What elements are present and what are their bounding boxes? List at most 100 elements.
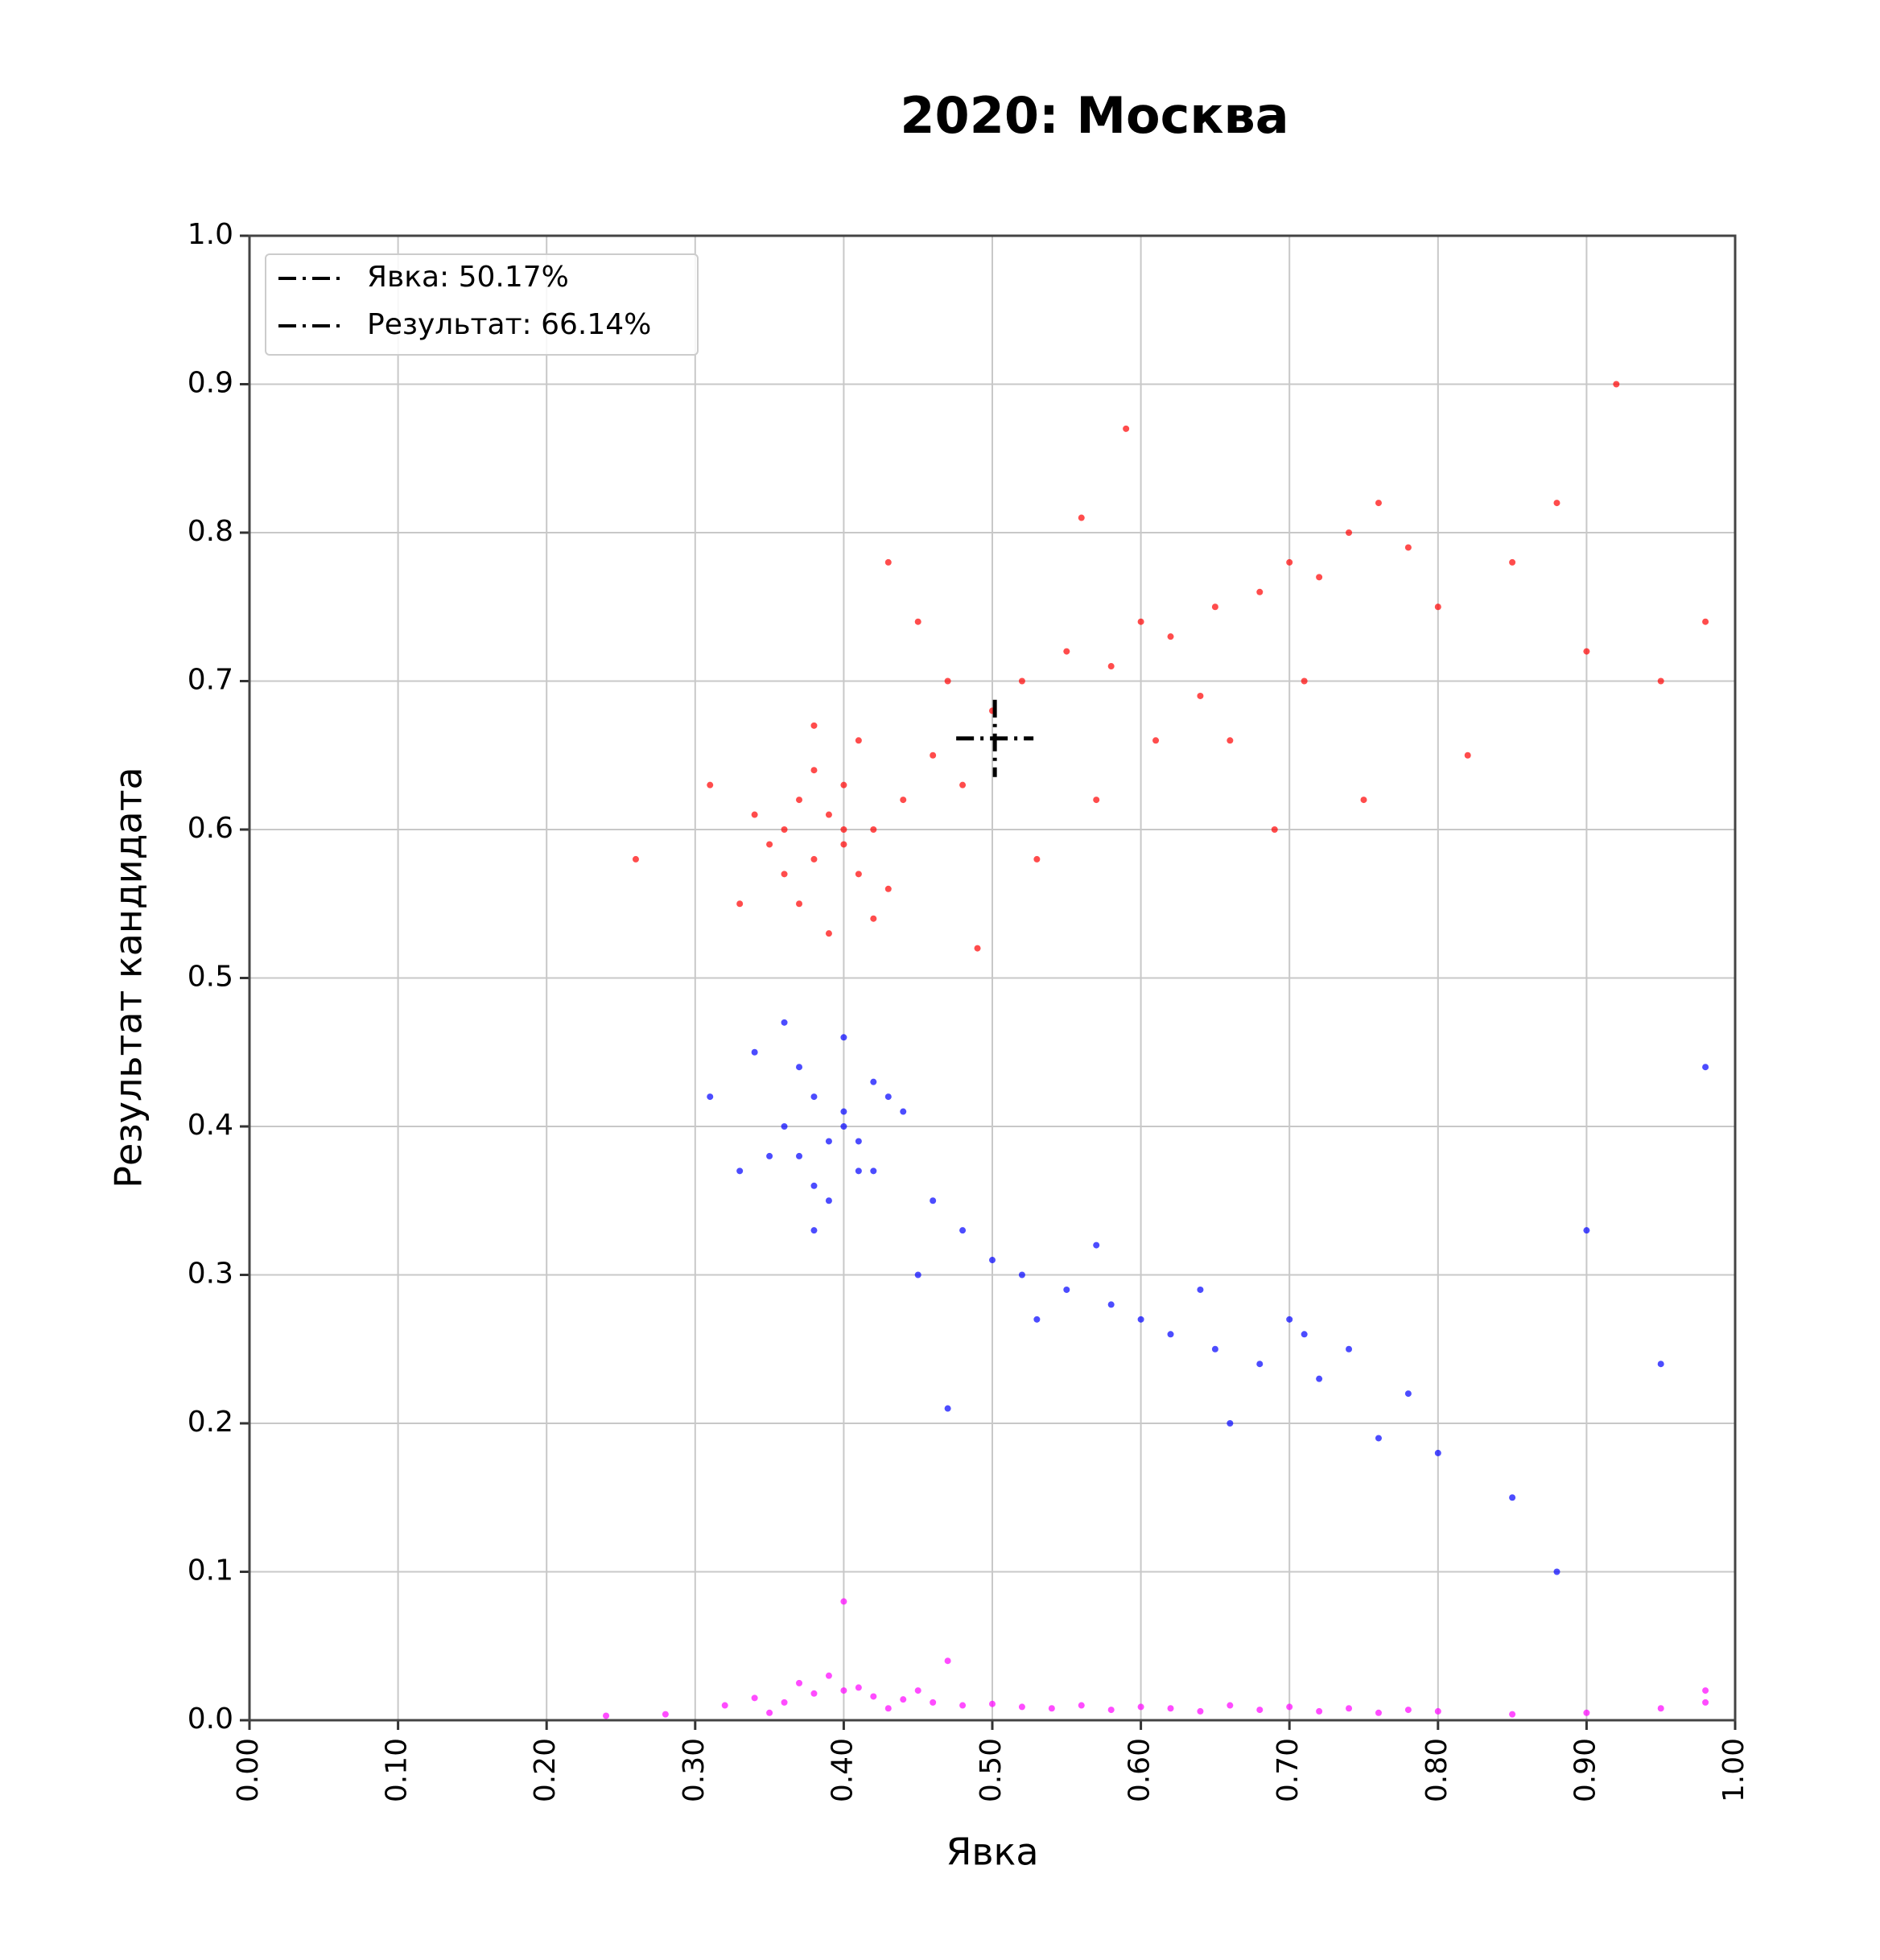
point: [1583, 1709, 1590, 1716]
point: [810, 722, 818, 729]
point: [989, 1257, 996, 1264]
legend-label: Результат: 66.14%: [367, 308, 651, 341]
legend-box: [265, 253, 699, 356]
x-tick-label: 0.10: [381, 1738, 414, 1802]
point: [840, 826, 847, 833]
point: [944, 677, 951, 685]
point: [1702, 1687, 1709, 1694]
point: [1316, 574, 1323, 581]
point: [930, 751, 937, 759]
point: [1375, 1435, 1382, 1442]
point: [632, 855, 639, 863]
point: [870, 1693, 877, 1700]
y-tick-label: 0.1: [188, 1554, 233, 1587]
point: [810, 767, 818, 774]
point: [855, 1167, 862, 1175]
point: [1464, 751, 1471, 759]
chart-title: 2020: Москва: [900, 86, 1288, 145]
point: [1404, 544, 1412, 551]
point: [796, 797, 803, 804]
point: [810, 1690, 818, 1697]
point: [766, 1152, 773, 1159]
points: [603, 381, 1709, 1719]
x-tick-label: 0.50: [975, 1738, 1008, 1802]
point: [1107, 1707, 1115, 1714]
point: [1404, 1707, 1412, 1714]
point: [1227, 1420, 1234, 1427]
point: [796, 1679, 803, 1686]
x-tick-label: 0.20: [529, 1738, 562, 1802]
x-tick-label: 0.90: [1569, 1738, 1602, 1802]
y-tick-label: 0.3: [188, 1258, 233, 1291]
point: [855, 737, 862, 744]
point: [1123, 425, 1130, 432]
y-tick-label: 0.0: [188, 1703, 233, 1736]
y-tick-label: 0.4: [188, 1109, 233, 1142]
point: [959, 1702, 967, 1709]
point: [1509, 1494, 1516, 1501]
point: [1434, 1707, 1441, 1715]
point: [989, 1700, 996, 1707]
point: [884, 1705, 892, 1712]
point: [1316, 1707, 1323, 1715]
point: [884, 558, 892, 566]
point: [1256, 1707, 1264, 1714]
point: [840, 841, 847, 848]
x-tick-label: 0.30: [678, 1738, 711, 1802]
point: [1434, 603, 1441, 611]
y-tick-label: 0.5: [188, 961, 233, 994]
point: [781, 871, 788, 878]
point: [840, 1034, 847, 1041]
point: [1197, 692, 1204, 699]
point: [1197, 1707, 1204, 1715]
point: [796, 1064, 803, 1071]
point: [1078, 514, 1085, 521]
point: [1301, 677, 1308, 685]
point: [1316, 1375, 1323, 1382]
point: [974, 945, 981, 952]
point: [1583, 1227, 1590, 1234]
point: [1271, 826, 1278, 833]
point: [959, 781, 967, 789]
point: [840, 781, 847, 789]
x-tick-label: 0.40: [826, 1738, 859, 1802]
point: [870, 826, 877, 833]
point: [944, 1405, 951, 1412]
point: [1227, 737, 1234, 744]
point: [1033, 1316, 1041, 1323]
point: [721, 1702, 728, 1709]
point: [900, 1696, 907, 1703]
point: [1137, 618, 1144, 625]
point: [736, 900, 744, 908]
point: [1063, 648, 1070, 655]
point: [1657, 1705, 1664, 1712]
point: [840, 1687, 847, 1694]
point: [930, 1197, 937, 1204]
point: [1553, 500, 1560, 507]
point: [1167, 1705, 1174, 1712]
point: [1167, 1331, 1174, 1338]
point: [1657, 1361, 1664, 1368]
point: [1018, 1271, 1025, 1279]
point: [1048, 1705, 1055, 1712]
y-tick-label: 0.8: [188, 515, 233, 548]
point: [1553, 1568, 1560, 1575]
point: [1286, 1703, 1293, 1711]
point: [1137, 1316, 1144, 1323]
point: [1256, 1361, 1264, 1368]
point: [810, 1093, 818, 1101]
point: [1346, 1345, 1353, 1353]
point: [1018, 1703, 1025, 1711]
y-tick-label: 0.7: [188, 664, 233, 697]
point: [1509, 1711, 1516, 1718]
point: [914, 1687, 921, 1694]
point: [1063, 1286, 1070, 1293]
point: [810, 1227, 818, 1234]
point: [870, 1167, 877, 1175]
point: [1702, 1699, 1709, 1706]
point: [751, 1048, 758, 1056]
point: [1093, 797, 1100, 804]
point: [1227, 1702, 1234, 1709]
point: [914, 1271, 921, 1279]
